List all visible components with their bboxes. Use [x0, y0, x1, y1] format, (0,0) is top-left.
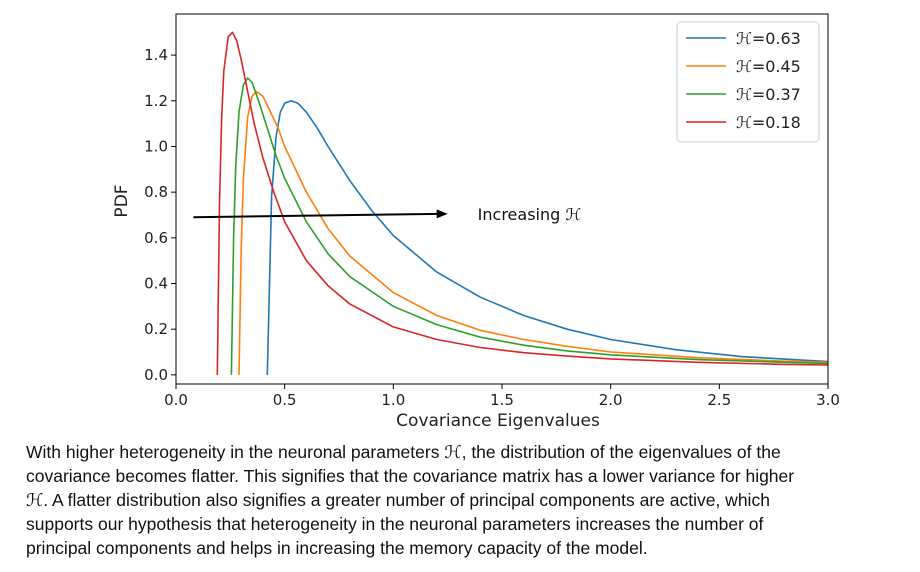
x-axis-label: Covariance Eigenvalues [396, 411, 600, 431]
legend-label-0: ℋ=0.63 [736, 29, 801, 48]
legend-box [676, 21, 820, 143]
x-tick-label: 0.0 [164, 391, 188, 409]
plot-area [216, 31, 829, 375]
x-tick-label: 1.0 [381, 391, 405, 409]
caption-line: principal components and helps in increa… [26, 538, 648, 558]
annotation-label: Increasing ℋ [478, 205, 582, 224]
legend-label-3: ℋ=0.18 [736, 113, 801, 132]
x-tick-label: 1.5 [490, 391, 514, 409]
axes: 0.0 0.5 1.0 1.5 2.0 2.5 3.0 0.0 0.2 0.4 0.6 0.8 1.0 1… [144, 13, 840, 409]
caption-line: covariance becomes flatter. This signifi… [26, 466, 795, 486]
eigenvalue-pdf-chart: 0.0 0.5 1.0 1.5 2.0 2.5 3.0 0.0 0.2 0.4 0.6 0.8 1.0 1… [112, 13, 840, 431]
y-tick-label: 1.4 [144, 46, 168, 64]
caption-line: supports our hypothesis that heterogenei… [26, 514, 764, 534]
series-line-3 [216, 31, 829, 375]
arrow-shaft [193, 212, 440, 219]
legend-label-1: ℋ=0.45 [736, 57, 801, 76]
legend: ℋ=0.63 ℋ=0.45 ℋ=0.37 ℋ=0.18 [676, 21, 820, 143]
annotation-prefix: Increasing [478, 205, 566, 224]
y-axis-label: PDF [112, 184, 132, 217]
y-tick-label: 0.8 [144, 183, 168, 201]
series-line-2 [230, 77, 829, 375]
x-tick-label: 2.5 [707, 391, 731, 409]
x-tick-label: 0.5 [273, 391, 297, 409]
increasing-h-annotation: Increasing ℋ [193, 205, 581, 224]
y-tick-label: 0.4 [144, 275, 168, 293]
x-tick-label: 3.0 [816, 391, 840, 409]
y-tick-label: 0.2 [144, 320, 168, 338]
figure-caption: With higher heterogeneity in the neurona… [26, 440, 906, 560]
arrow-head [436, 209, 448, 219]
y-tick-label: 0.0 [144, 366, 168, 384]
y-tick-label: 1.0 [144, 137, 168, 155]
annotation-symbol: ℋ [565, 205, 581, 224]
x-tick-label: 2.0 [599, 391, 623, 409]
caption-line: With higher heterogeneity in the neurona… [26, 442, 781, 462]
legend-label-2: ℋ=0.37 [736, 85, 801, 104]
y-tick-label: 0.6 [144, 229, 168, 247]
series-line-0 [266, 100, 829, 375]
caption-line: ℋ. A flatter distribution also signifies… [26, 490, 770, 510]
y-tick-label: 1.2 [144, 92, 168, 110]
